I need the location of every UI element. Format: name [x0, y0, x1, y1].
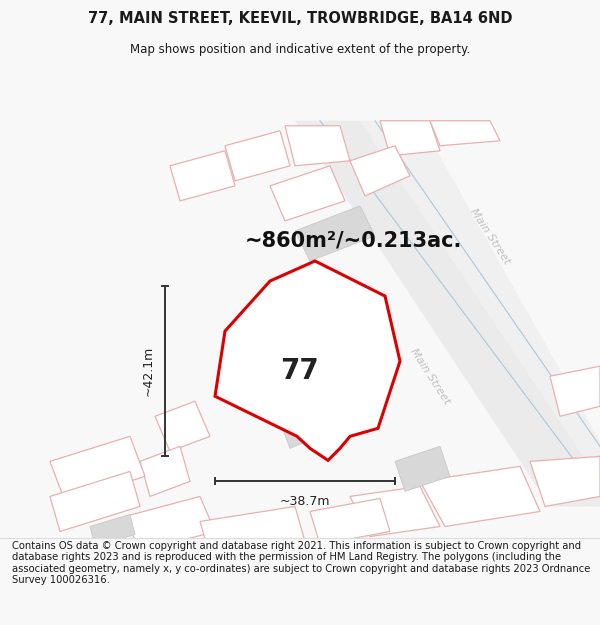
Polygon shape [350, 146, 410, 196]
Text: 77: 77 [281, 357, 319, 385]
Text: ~42.1m: ~42.1m [142, 346, 155, 396]
Polygon shape [285, 126, 350, 166]
Polygon shape [90, 514, 135, 546]
Polygon shape [248, 351, 295, 393]
Text: 77, MAIN STREET, KEEVIL, TROWBRIDGE, BA14 6ND: 77, MAIN STREET, KEEVIL, TROWBRIDGE, BA1… [88, 11, 512, 26]
Polygon shape [155, 401, 210, 451]
Polygon shape [125, 496, 215, 551]
Polygon shape [380, 121, 440, 156]
Polygon shape [420, 466, 540, 526]
Polygon shape [310, 498, 390, 544]
Polygon shape [550, 366, 600, 416]
Polygon shape [530, 456, 600, 506]
Polygon shape [270, 166, 345, 221]
Text: ~860m²/~0.213ac.: ~860m²/~0.213ac. [245, 231, 463, 251]
Text: Map shows position and indicative extent of the property.: Map shows position and indicative extent… [130, 42, 470, 56]
Polygon shape [295, 121, 600, 506]
Text: ~38.7m: ~38.7m [280, 496, 330, 508]
Polygon shape [50, 471, 140, 531]
Polygon shape [395, 446, 450, 491]
Polygon shape [360, 121, 600, 481]
Polygon shape [170, 151, 235, 201]
Polygon shape [280, 404, 330, 448]
Polygon shape [318, 284, 380, 336]
Polygon shape [295, 206, 375, 261]
Polygon shape [430, 121, 500, 146]
Polygon shape [200, 506, 305, 556]
Polygon shape [350, 486, 440, 536]
Text: Main Street: Main Street [408, 346, 452, 406]
Text: Contains OS data © Crown copyright and database right 2021. This information is : Contains OS data © Crown copyright and d… [12, 541, 590, 586]
Polygon shape [50, 436, 145, 501]
Text: Main Street: Main Street [468, 206, 512, 266]
Polygon shape [225, 131, 290, 181]
Polygon shape [215, 261, 400, 461]
Polygon shape [140, 446, 190, 496]
